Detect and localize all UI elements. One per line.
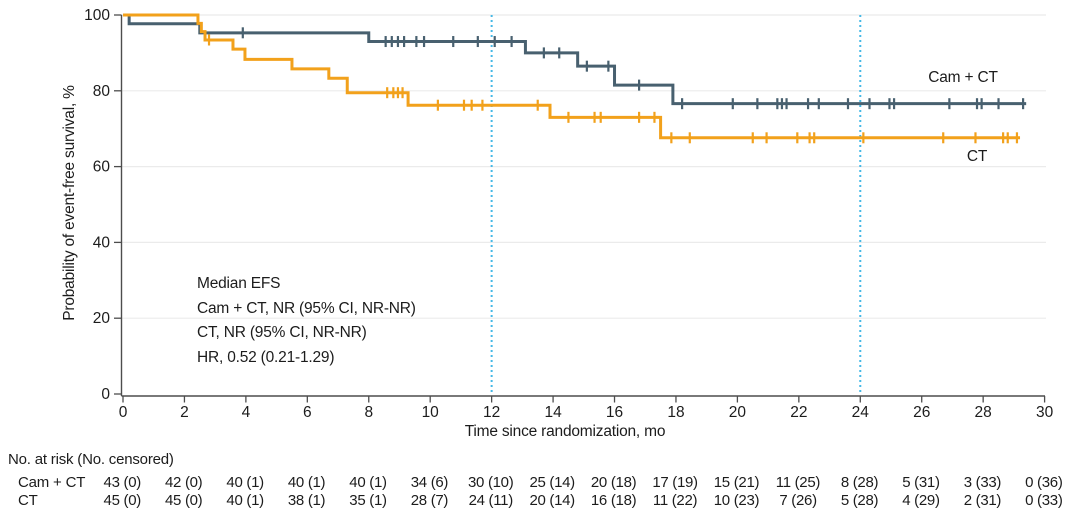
annotation-line-hr: HR, 0.52 (0.21-1.29) — [197, 348, 335, 366]
risk-value-ct-8mo: 35 (1) — [349, 492, 387, 509]
risk-value-ct-16mo: 16 (18) — [590, 492, 637, 509]
y-tick-label-100: 100 — [84, 7, 110, 24]
x-axis-title: Time since randomization, mo — [464, 423, 666, 440]
annotation-line-cam-ct: Cam + CT, NR (95% CI, NR-NR) — [197, 299, 416, 317]
x-tick-label-14: 14 — [544, 404, 562, 421]
risk-value-cam-ct-14mo: 25 (14) — [529, 474, 575, 491]
y-tick-label-0: 0 — [101, 386, 110, 403]
risk-value-ct-20mo: 10 (23) — [713, 492, 760, 509]
risk-value-cam-ct-0mo: 43 (0) — [103, 474, 142, 491]
risk-value-ct-6mo: 38 (1) — [287, 492, 326, 509]
risk-value-ct-2mo: 45 (0) — [164, 492, 203, 509]
risk-value-cam-ct-10mo: 34 (6) — [410, 474, 449, 491]
risk-value-ct-4mo: 40 (1) — [226, 492, 264, 509]
risk-value-cam-ct-16mo: 20 (18) — [590, 474, 637, 491]
risk-value-ct-10mo: 28 (7) — [410, 492, 449, 509]
risk-value-ct-22mo: 7 (26) — [779, 492, 817, 509]
x-tick-label-8: 8 — [364, 404, 373, 421]
curve-label-ct: CT — [966, 148, 988, 165]
risk-row-label-cam-ct: Cam + CT — [18, 474, 86, 491]
risk-value-cam-ct-12mo: 30 (10) — [467, 474, 514, 491]
risk-value-cam-ct-18mo: 17 (19) — [652, 474, 698, 491]
risk-value-cam-ct-22mo: 11 (25) — [775, 474, 821, 491]
risk-value-ct-28mo: 2 (31) — [963, 492, 1002, 509]
risk-row-label-ct: CT — [18, 492, 38, 509]
y-tick-label-20: 20 — [93, 310, 111, 327]
risk-value-cam-ct-24mo: 8 (28) — [840, 474, 879, 491]
x-tick-label-2: 2 — [180, 404, 189, 421]
x-tick-label-26: 26 — [913, 404, 930, 421]
x-tick-label-0: 0 — [119, 404, 128, 421]
x-tick-label-24: 24 — [852, 404, 870, 421]
x-tick-label-22: 22 — [790, 404, 807, 421]
x-tick-label-30: 30 — [1036, 404, 1054, 421]
y-tick-label-40: 40 — [93, 234, 111, 251]
x-tick-label-4: 4 — [242, 404, 251, 421]
km-curve-ct — [123, 13, 1021, 140]
curve-label-cam-ct: Cam + CT — [928, 69, 998, 86]
median-efs-annotation: Median EFS Cam + CT, NR (95% CI, NR-NR) … — [197, 272, 416, 370]
risk-value-cam-ct-4mo: 40 (1) — [226, 474, 264, 491]
y-axis-title: Probability of event-free survival, % — [61, 85, 78, 321]
x-tick-label-28: 28 — [975, 404, 992, 421]
risk-value-ct-14mo: 20 (14) — [529, 492, 575, 509]
x-tick-label-6: 6 — [303, 404, 312, 421]
risk-value-ct-12mo: 24 (11) — [468, 492, 514, 509]
annotation-line-median-efs: Median EFS — [197, 275, 281, 292]
x-tick-label-16: 16 — [606, 404, 623, 421]
risk-value-cam-ct-8mo: 40 (1) — [349, 474, 387, 491]
risk-value-ct-0mo: 45 (0) — [103, 492, 142, 509]
x-tick-label-12: 12 — [483, 404, 500, 421]
y-tick-label-60: 60 — [93, 159, 111, 176]
km-curve-cam-ct — [123, 13, 1027, 106]
risk-value-ct-26mo: 4 (29) — [902, 492, 940, 509]
annotation-line-ct: CT, NR (95% CI, NR-NR) — [197, 324, 367, 341]
risk-value-ct-24mo: 5 (28) — [840, 492, 879, 509]
risk-value-cam-ct-6mo: 40 (1) — [287, 474, 326, 491]
risk-table-title: No. at risk (No. censored) — [8, 451, 174, 468]
x-tick-label-10: 10 — [422, 404, 440, 421]
x-tick-label-20: 20 — [729, 404, 747, 421]
risk-value-cam-ct-20mo: 15 (21) — [713, 474, 760, 491]
risk-value-cam-ct-2mo: 42 (0) — [164, 474, 203, 491]
risk-value-cam-ct-26mo: 5 (31) — [902, 474, 940, 491]
risk-value-cam-ct-30mo: 0 (36) — [1025, 474, 1063, 491]
y-tick-label-80: 80 — [93, 83, 111, 100]
x-tick-label-18: 18 — [667, 404, 684, 421]
risk-value-cam-ct-28mo: 3 (33) — [963, 474, 1002, 491]
risk-value-ct-18mo: 11 (22) — [652, 492, 698, 509]
risk-value-ct-30mo: 0 (33) — [1025, 492, 1063, 509]
